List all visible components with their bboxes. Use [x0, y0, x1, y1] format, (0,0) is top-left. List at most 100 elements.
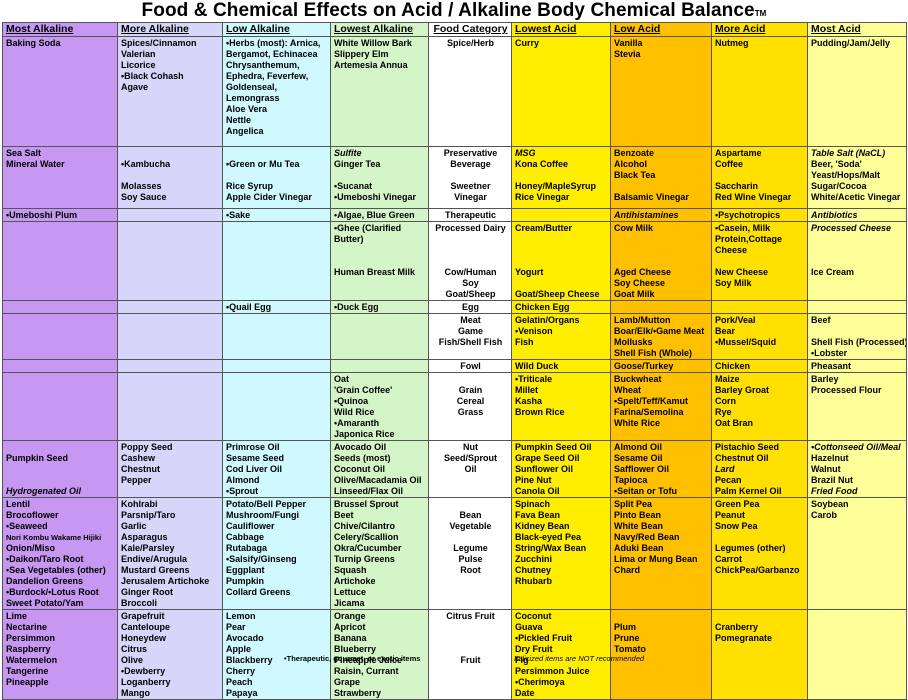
cell-food-category: Therapeutic	[428, 208, 512, 222]
blank-line	[515, 245, 608, 256]
item-label: •Lobster	[811, 348, 848, 358]
item-label: •Daikon/Taro Root	[6, 554, 84, 564]
item-label: Shell Fish (Processed)	[811, 337, 907, 347]
cell-more-acid: Pistachio Seed Chestnut Oil Lard Pecan Palm …	[711, 440, 808, 498]
table-row: Sea Salt Mineral Water •Kambucha Molasses So…	[2, 146, 907, 209]
item-label: Fruit	[460, 655, 481, 665]
item-label: Baking Soda	[6, 38, 61, 48]
item-label: Brussel Sprout	[334, 499, 399, 509]
item-label: Apple	[226, 644, 252, 654]
item-label: •Duck Egg	[334, 302, 379, 312]
cell-more-alkaline	[117, 372, 223, 441]
cell-more-alkaline	[117, 221, 223, 301]
item-label: ChickPea/Garbanzo	[715, 565, 800, 575]
item-label: Protein,Cottage	[715, 234, 783, 244]
cell-more-alkaline	[117, 300, 223, 314]
item-label: Spinach	[515, 499, 551, 509]
item-label: Stevia	[614, 49, 641, 59]
item-label: Blackberry	[226, 655, 273, 665]
item-label: Pheasant	[811, 361, 852, 371]
item-label: Chicken Egg	[515, 302, 570, 312]
item-label: Raspberry	[6, 644, 51, 654]
blank-line	[811, 302, 904, 313]
cell-more-acid: Aspartame Coffee Saccharin Red Wine Vinegar	[711, 146, 808, 209]
item-label: Pear	[226, 622, 246, 632]
item-label: Lime	[6, 611, 28, 621]
item-label: Farina/Semolina	[614, 407, 684, 417]
item-label: Plum	[614, 622, 637, 632]
cell-lowest-acid: MSG Kona Coffee Honey/MapleSyrup Rice Vineg…	[511, 146, 611, 209]
item-label: •Burdock/•Lotus Root	[6, 587, 99, 597]
item-label: Okra/Cucumber	[334, 543, 402, 553]
cell-more-alkaline: Kohlrabi Parsnip/Taro Garlic Asparagus Kale/…	[117, 497, 223, 610]
item-label: Valerian	[121, 49, 156, 59]
cell-low-alkaline: Primrose Oil Sesame Seed Cod Liver Oil Almo…	[222, 440, 331, 498]
item-label: Fish	[515, 337, 534, 347]
item-label: Kona Coffee	[515, 159, 569, 169]
item-label: •Green or Mu Tea	[226, 159, 300, 169]
item-label: Collard Greens	[226, 587, 291, 597]
item-label: Broccoli	[121, 598, 158, 608]
item-label: Beverage	[450, 159, 491, 169]
blank-line	[334, 361, 426, 372]
item-label: Nut	[463, 442, 478, 452]
item-label: Sulfite	[334, 148, 362, 158]
item-label: Beef	[811, 315, 831, 325]
blank-line	[614, 234, 709, 245]
blank-line	[6, 464, 115, 475]
item-label: Grape	[334, 677, 361, 687]
item-label: Preservative	[443, 148, 498, 158]
item-label: Nettle	[226, 115, 252, 125]
cell-most-acid: Table Salt (NaCL) Beer, 'Soda' Yeast/Hops/…	[807, 146, 907, 209]
item-label: Sugar/Cocoa	[811, 181, 867, 191]
blank-line	[334, 245, 426, 256]
blank-line	[715, 256, 805, 267]
blank-line	[811, 234, 904, 245]
cell-most-acid	[807, 609, 907, 700]
item-label: •Black Cohash	[121, 71, 184, 81]
cell-most-alkaline: Lentil Brocoflower •Seaweed Nori Kombu Waka…	[2, 497, 118, 610]
blank-line	[334, 256, 426, 267]
item-label: Jerusalem Artichoke	[121, 576, 210, 586]
item-label: Pumpkin Seed Oil	[515, 442, 592, 452]
blank-line	[121, 223, 220, 234]
item-label: Antihistamines	[614, 210, 679, 220]
blank-line	[226, 374, 328, 385]
item-label: New Cheese	[715, 267, 769, 277]
item-label: Ginger Tea	[334, 159, 381, 169]
item-label: Ephedra, Feverfew,	[226, 71, 309, 81]
item-label: Soybean	[811, 499, 849, 509]
item-label: Tapioca	[614, 475, 648, 485]
item-label: •Sea Vegetables (other)	[6, 565, 106, 575]
item-label: Mango	[121, 688, 150, 698]
item-label: Chrysanthemum,	[226, 60, 300, 70]
trademark-mark: TM	[754, 9, 767, 18]
cell-low-acid: Goose/Turkey	[610, 359, 712, 373]
item-label: Almond	[226, 475, 260, 485]
item-label: Citrus	[121, 644, 148, 654]
blank-line	[226, 223, 328, 234]
cell-more-alkaline	[117, 208, 223, 222]
cell-more-acid: Pork/Veal Bear •Mussel/Squid	[711, 313, 808, 360]
item-label: •Salsify/Ginseng	[226, 554, 297, 564]
item-label: Seed/Sprout	[443, 453, 497, 463]
item-label: Split Pea	[614, 499, 653, 509]
item-label: Seeds (most)	[334, 453, 391, 463]
item-label: Black-eyed Pea	[515, 532, 582, 542]
item-label: Palm Kernel Oil	[715, 486, 782, 496]
item-label: Rhubarb	[515, 576, 552, 586]
item-label: Turnip Greens	[334, 554, 395, 564]
item-label: Peach	[226, 677, 253, 687]
item-label: Artemesia Annua	[334, 60, 408, 70]
blank-line	[614, 181, 709, 192]
blank-line	[121, 210, 220, 221]
item-label: Goat/Sheep	[445, 289, 496, 299]
cell-low-alkaline	[222, 221, 331, 301]
item-label: Soy Sauce	[121, 192, 167, 202]
cell-lowest-acid: Wild Duck	[511, 359, 611, 373]
cell-food-category: Bean Vegetable Legume Pulse Root	[428, 497, 512, 610]
item-label: •Umeboshi Plum	[6, 210, 78, 220]
cell-lowest-alkaline: •Ghee (Clarified Butter) Human Breast Milk	[330, 221, 429, 301]
footnote-therapeutic: •Therapeutic, gourmet, or exotic items	[284, 654, 421, 663]
item-label: Apple Cider Vinegar	[226, 192, 312, 202]
